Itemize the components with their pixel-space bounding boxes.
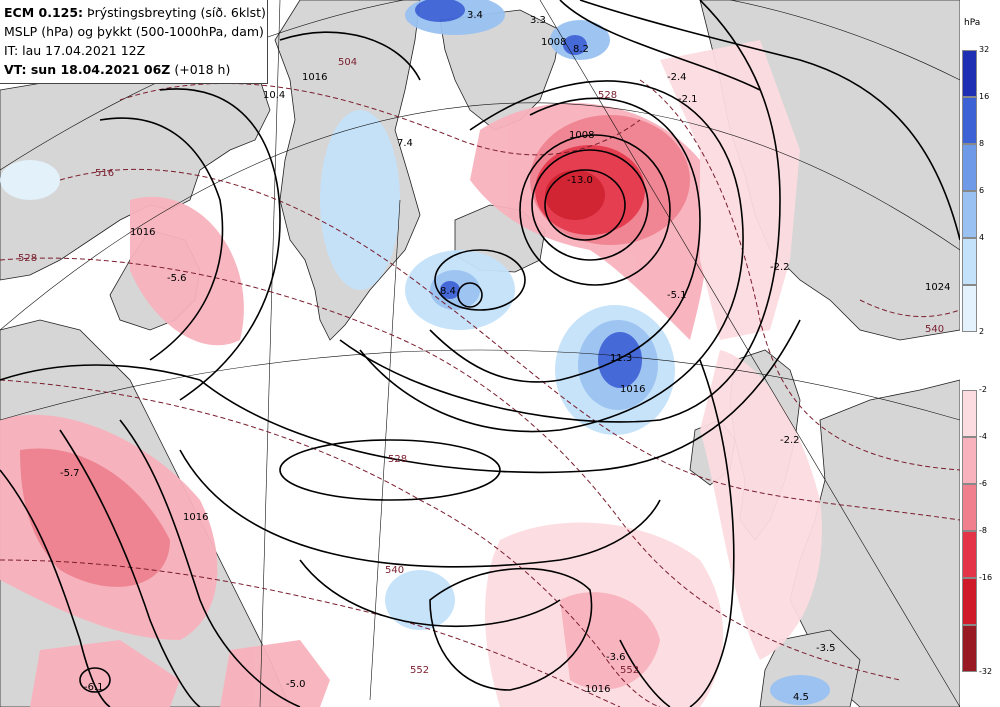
- info-box: ECM 0.125: Þrýstingsbreyting (síð. 6klst…: [0, 0, 268, 84]
- subtitle-line: MSLP (hPa) og þykkt (500-1000hPa, dam): [4, 22, 263, 41]
- thickness-label: 528: [388, 454, 407, 465]
- positive-swatch: [962, 97, 977, 144]
- legend-unit: hPa: [964, 18, 980, 28]
- isobar-label: 1016: [130, 227, 155, 238]
- negative-tick-label: -8: [979, 527, 987, 535]
- negative-tick-label: -6: [979, 480, 987, 488]
- positive-swatch: [962, 50, 977, 97]
- change-label: 3.3: [530, 15, 546, 26]
- positive-swatch: [962, 144, 977, 191]
- change-label: -13.0: [567, 175, 593, 186]
- thickness-label: 528: [598, 90, 617, 101]
- thickness-label: 540: [925, 324, 944, 335]
- positive-tick-label: 16: [979, 93, 989, 101]
- isobar-label: 1008: [541, 37, 566, 48]
- isobar-label: 1016: [183, 512, 208, 523]
- model-name: ECM 0.125:: [4, 5, 83, 20]
- thickness-label: 504: [338, 57, 357, 68]
- positive-tick-label: 8: [979, 140, 984, 148]
- change-label: 8.4: [440, 286, 456, 297]
- change-label: -2.2: [770, 262, 790, 273]
- change-label: -6.1: [84, 682, 104, 693]
- negative-swatch: [962, 390, 977, 437]
- change-label: 11.3: [610, 353, 632, 364]
- change-label: -5.0: [286, 679, 306, 690]
- negative-tick-label: -16: [979, 574, 992, 582]
- title-line: ECM 0.125: Þrýstingsbreyting (síð. 6klst…: [4, 3, 263, 22]
- product-title: Þrýstingsbreyting (síð. 6klst): [87, 5, 266, 20]
- positive-tick-label: 32: [979, 46, 989, 54]
- thickness-label: 552: [410, 665, 429, 676]
- change-label: -5.7: [60, 468, 80, 479]
- change-label: 7.4: [397, 138, 413, 149]
- change-label: -3.6: [606, 652, 626, 663]
- init-time: IT: lau 17.04.2021 12Z: [4, 41, 263, 60]
- negative-tick-label: -2: [979, 386, 987, 394]
- isobar-label: 1016: [585, 684, 610, 695]
- negative-swatch: [962, 484, 977, 531]
- change-label: -2.1: [678, 94, 698, 105]
- change-label: 8.2: [573, 44, 589, 55]
- positive-tick-label: 6: [979, 187, 984, 195]
- change-label: -5.6: [167, 273, 187, 284]
- negative-tick-label: -32: [979, 668, 992, 676]
- negative-swatch: [962, 625, 977, 672]
- isobar-label: 1016: [302, 72, 327, 83]
- isobar-label: 1008: [569, 130, 594, 141]
- change-label: 3.4: [467, 10, 483, 21]
- change-label: -5.1: [667, 290, 687, 301]
- positive-tick-label: 2: [979, 328, 984, 336]
- positive-swatch: [962, 238, 977, 285]
- valid-time: VT: sun 18.04.2021 06Z: [4, 62, 170, 77]
- negative-tick-label: -4: [979, 433, 987, 441]
- positive-swatch: [962, 285, 977, 332]
- isobar-label: 1016: [620, 384, 645, 395]
- change-label: 10.4: [263, 90, 285, 101]
- thickness-label: 528: [18, 253, 37, 264]
- isobar-label: 1024: [925, 282, 950, 293]
- change-label: -3.5: [816, 643, 836, 654]
- change-label: -2.2: [780, 435, 800, 446]
- change-label: -2.4: [667, 72, 687, 83]
- lead-time: (+018 h): [174, 62, 230, 77]
- negative-swatch: [962, 531, 977, 578]
- thickness-label: 516: [95, 168, 114, 179]
- thickness-label: 540: [385, 565, 404, 576]
- valid-time-line: VT: sun 18.04.2021 06Z (+018 h): [4, 60, 263, 79]
- negative-swatch: [962, 437, 977, 484]
- negative-swatch: [962, 578, 977, 625]
- change-label: 4.5: [793, 692, 809, 703]
- positive-swatch: [962, 191, 977, 238]
- thickness-label: 552: [620, 665, 639, 676]
- positive-tick-label: 4: [979, 234, 984, 242]
